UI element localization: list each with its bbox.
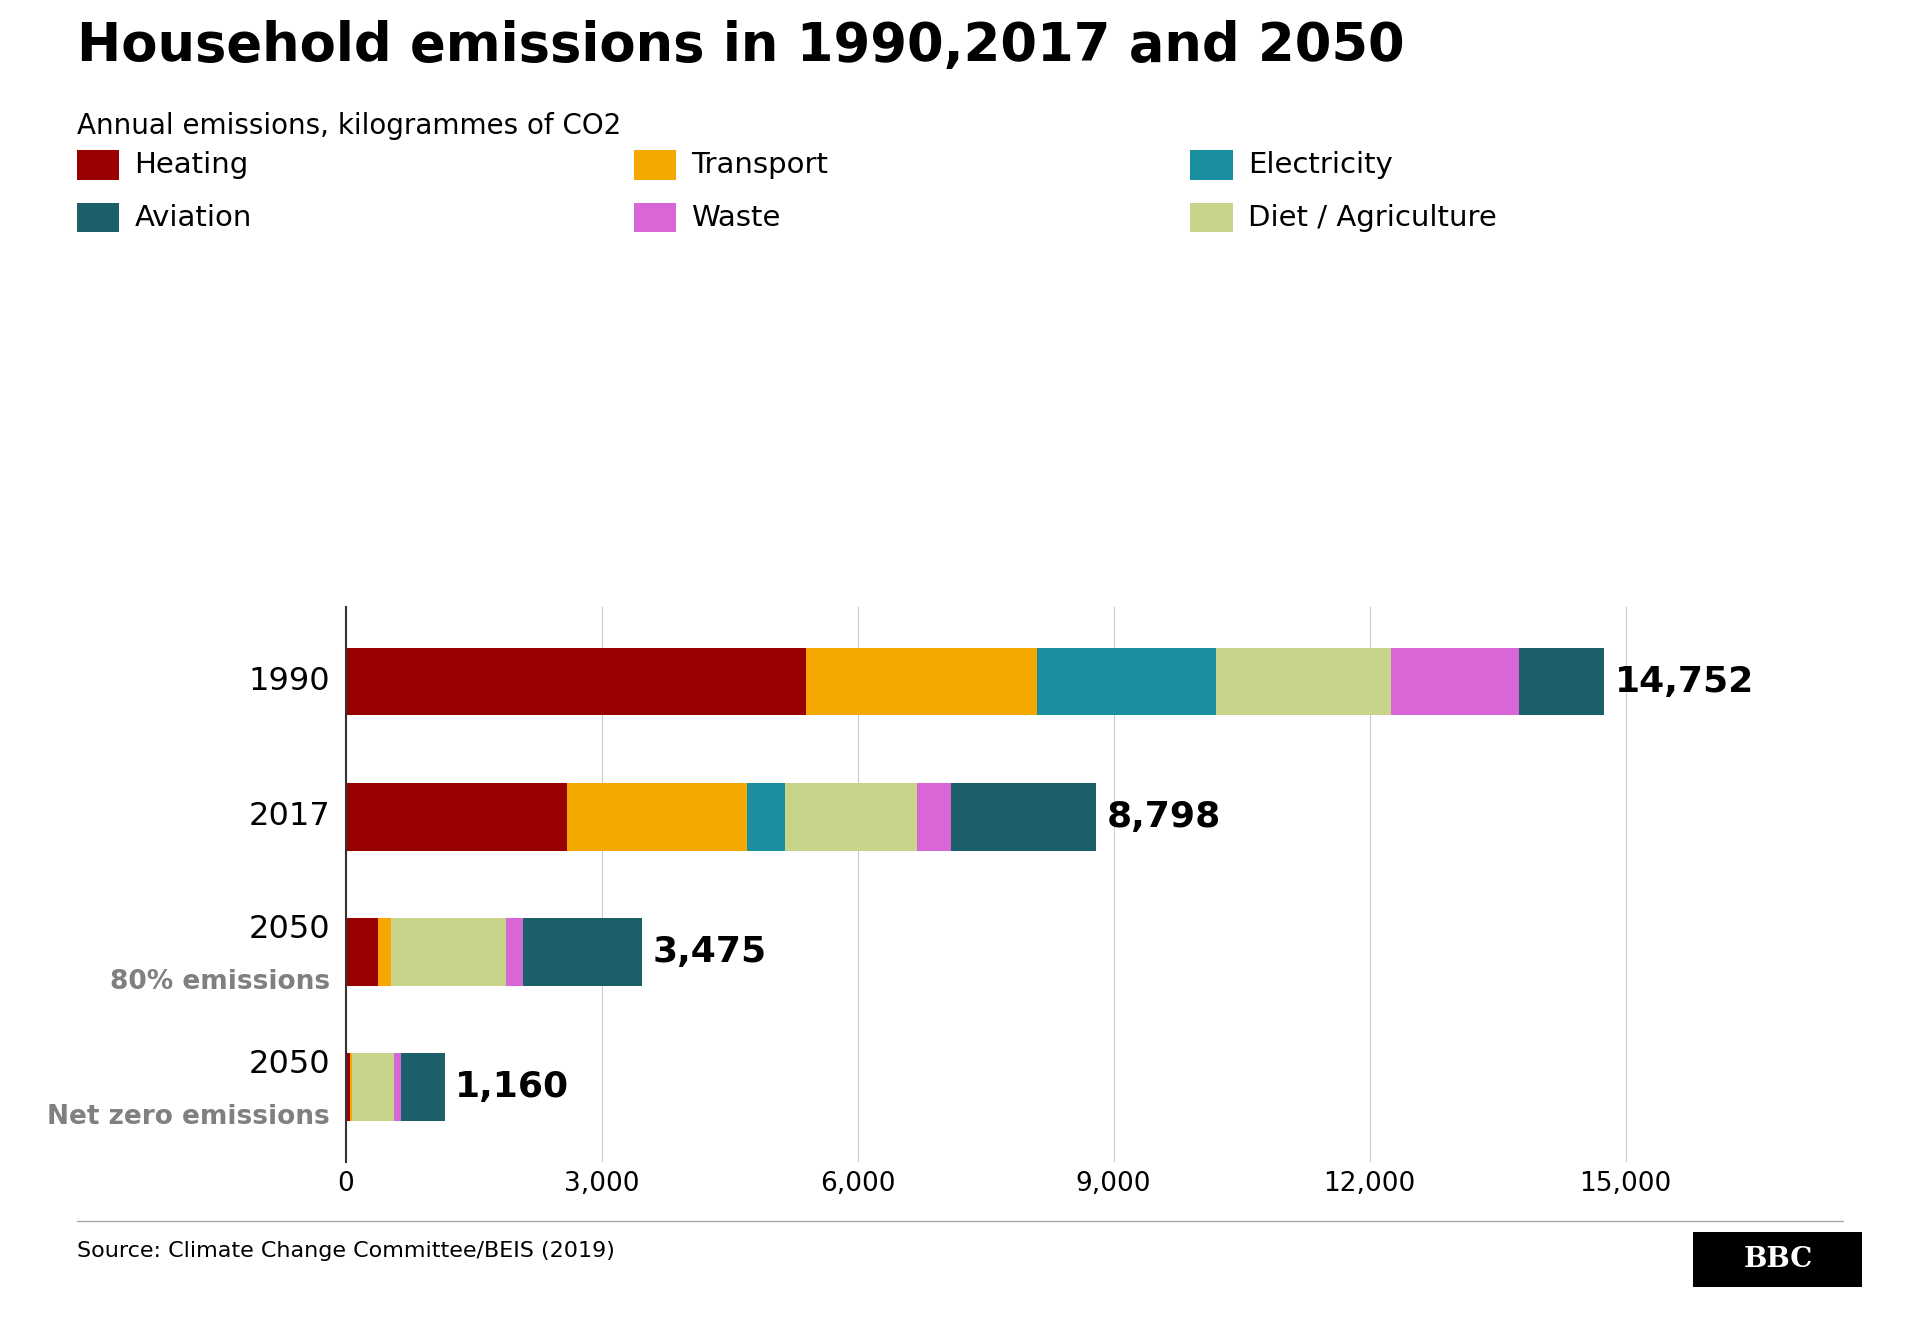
Text: 1990: 1990: [248, 667, 330, 697]
Bar: [950, 783, 1096, 850]
Bar: [1215, 648, 1392, 715]
Text: Net zero emissions: Net zero emissions: [48, 1104, 330, 1130]
Bar: [1519, 648, 1605, 715]
Text: 2050: 2050: [248, 1049, 330, 1080]
Text: 1,160: 1,160: [455, 1071, 568, 1105]
Bar: [346, 1053, 349, 1121]
Bar: [522, 919, 641, 986]
Text: Source: Climate Change Committee/BEIS (2019): Source: Climate Change Committee/BEIS (2…: [77, 1241, 614, 1262]
Text: 8,798: 8,798: [1106, 800, 1221, 834]
Bar: [507, 919, 522, 986]
Bar: [785, 783, 918, 850]
Text: Household emissions in 1990,2017 and 2050: Household emissions in 1990,2017 and 205…: [77, 20, 1404, 71]
Text: 2050: 2050: [248, 913, 330, 945]
Bar: [747, 783, 785, 850]
Bar: [353, 1053, 394, 1121]
Text: Aviation: Aviation: [134, 203, 252, 232]
Text: 3,475: 3,475: [653, 935, 766, 969]
Bar: [1392, 648, 1519, 715]
Bar: [568, 783, 747, 850]
Bar: [346, 783, 568, 850]
Bar: [392, 919, 507, 986]
Bar: [346, 648, 806, 715]
Bar: [349, 1053, 353, 1121]
Text: Electricity: Electricity: [1248, 150, 1392, 180]
Text: BBC: BBC: [1743, 1246, 1812, 1272]
Text: Transport: Transport: [691, 150, 828, 180]
Bar: [378, 919, 392, 986]
Text: 2017: 2017: [248, 801, 330, 833]
Text: Waste: Waste: [691, 203, 781, 232]
Text: 14,752: 14,752: [1615, 664, 1755, 698]
Bar: [1037, 648, 1215, 715]
Bar: [394, 1053, 401, 1121]
Bar: [346, 919, 378, 986]
Bar: [401, 1053, 445, 1121]
Text: 80% emissions: 80% emissions: [109, 969, 330, 995]
Text: Diet / Agriculture: Diet / Agriculture: [1248, 203, 1498, 232]
Bar: [918, 783, 950, 850]
Text: Annual emissions, kilogrammes of CO2: Annual emissions, kilogrammes of CO2: [77, 112, 620, 140]
Bar: [806, 648, 1037, 715]
Text: Heating: Heating: [134, 150, 250, 180]
